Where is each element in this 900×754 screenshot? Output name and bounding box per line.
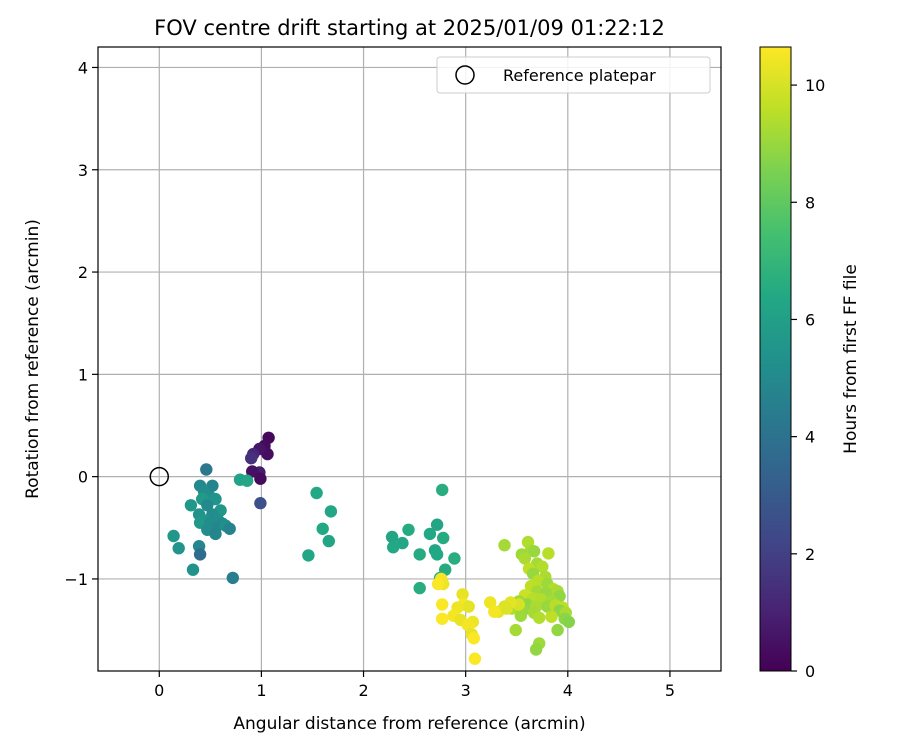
- colorbar-ticks: 0 2 4 6 8 10: [791, 76, 825, 681]
- data-point: [436, 612, 449, 625]
- x-tick-label: 1: [256, 681, 266, 700]
- data-point: [431, 577, 445, 591]
- y-tick-label: −1: [64, 570, 88, 589]
- x-tick-label: 5: [665, 681, 675, 700]
- colorbar-gradient: [759, 46, 792, 672]
- data-point: [518, 552, 532, 565]
- data-point: [302, 549, 315, 562]
- x-tick-label: 4: [563, 681, 573, 700]
- y-tick-label: 1: [78, 365, 88, 384]
- data-point: [509, 623, 522, 637]
- data-point: [436, 483, 449, 497]
- data-point: [488, 605, 501, 618]
- legend-label: Reference platepar: [503, 66, 656, 85]
- data-point: [500, 602, 513, 615]
- scatter-points: [167, 431, 575, 665]
- data-point: [186, 563, 200, 576]
- colorbar-tick-label: 4: [805, 428, 815, 447]
- x-axis-label: Angular distance from reference (arcmin): [233, 714, 585, 734]
- data-point: [201, 499, 214, 512]
- data-point: [545, 610, 558, 623]
- data-point: [514, 609, 527, 622]
- data-point: [254, 497, 267, 510]
- data-point: [387, 541, 400, 554]
- x-tick-label: 0: [154, 681, 164, 700]
- legend-box: [436, 56, 711, 94]
- data-point: [430, 548, 444, 561]
- x-axis-ticks: 0 1 2 3 4 5: [154, 671, 675, 700]
- x-tick-label: 2: [358, 681, 368, 700]
- data-point: [209, 527, 222, 541]
- data-point: [456, 588, 469, 601]
- data-point: [562, 615, 575, 629]
- colorbar-tick-label: 6: [805, 310, 815, 329]
- data-point: [423, 527, 437, 541]
- data-point: [542, 547, 555, 560]
- grid-lines: [98, 47, 721, 671]
- data-point: [462, 600, 475, 613]
- data-point: [551, 623, 564, 637]
- colorbar-tick-label: 0: [805, 662, 815, 681]
- data-point: [200, 463, 213, 476]
- y-tick-label: 2: [78, 263, 88, 282]
- data-point: [498, 539, 511, 552]
- data-point: [254, 472, 267, 485]
- colorbar-tick-label: 8: [805, 193, 815, 212]
- data-point: [310, 486, 323, 500]
- data-point: [167, 529, 180, 543]
- data-point: [226, 571, 239, 585]
- data-point: [527, 545, 541, 558]
- data-point: [172, 542, 185, 555]
- data-point: [413, 548, 426, 561]
- data-point: [468, 652, 482, 665]
- data-point: [533, 611, 546, 624]
- data-point: [246, 465, 259, 478]
- data-point: [245, 452, 258, 465]
- data-point: [430, 518, 444, 531]
- data-point: [413, 581, 426, 595]
- x-tick-label: 3: [461, 681, 471, 700]
- data-point: [193, 548, 207, 561]
- data-point: [223, 522, 236, 535]
- data-point: [184, 499, 198, 512]
- plot-frame: [97, 46, 722, 672]
- y-tick-label: 4: [78, 58, 88, 77]
- data-point: [467, 632, 480, 645]
- data-point: [316, 522, 329, 535]
- data-point: [436, 598, 449, 611]
- colorbar: 0 2 4 6 8 10 Hours from first FF file: [759, 46, 861, 681]
- y-axis-ticks: −1 0 1 2 3 4: [64, 58, 98, 589]
- data-point: [536, 560, 549, 573]
- y-tick-label: 3: [78, 161, 88, 180]
- data-point: [437, 531, 450, 545]
- legend: Reference platepar: [436, 56, 711, 94]
- colorbar-tick-label: 10: [805, 76, 825, 95]
- reference-platepar-marker: [149, 466, 170, 487]
- data-point: [529, 643, 543, 656]
- data-point: [448, 552, 461, 565]
- colorbar-tick-label: 2: [805, 545, 815, 564]
- data-point: [324, 505, 338, 518]
- y-tick-label: 0: [78, 468, 88, 487]
- chart-title: FOV centre drift starting at 2025/01/09 …: [154, 16, 665, 40]
- data-point: [385, 530, 399, 544]
- data-point: [240, 474, 254, 487]
- data-point: [322, 534, 335, 548]
- legend-marker: [455, 65, 475, 85]
- colorbar-label: Hours from first FF file: [841, 264, 861, 454]
- data-point: [402, 523, 415, 536]
- y-axis-label: Rotation from reference (arcmin): [23, 219, 43, 499]
